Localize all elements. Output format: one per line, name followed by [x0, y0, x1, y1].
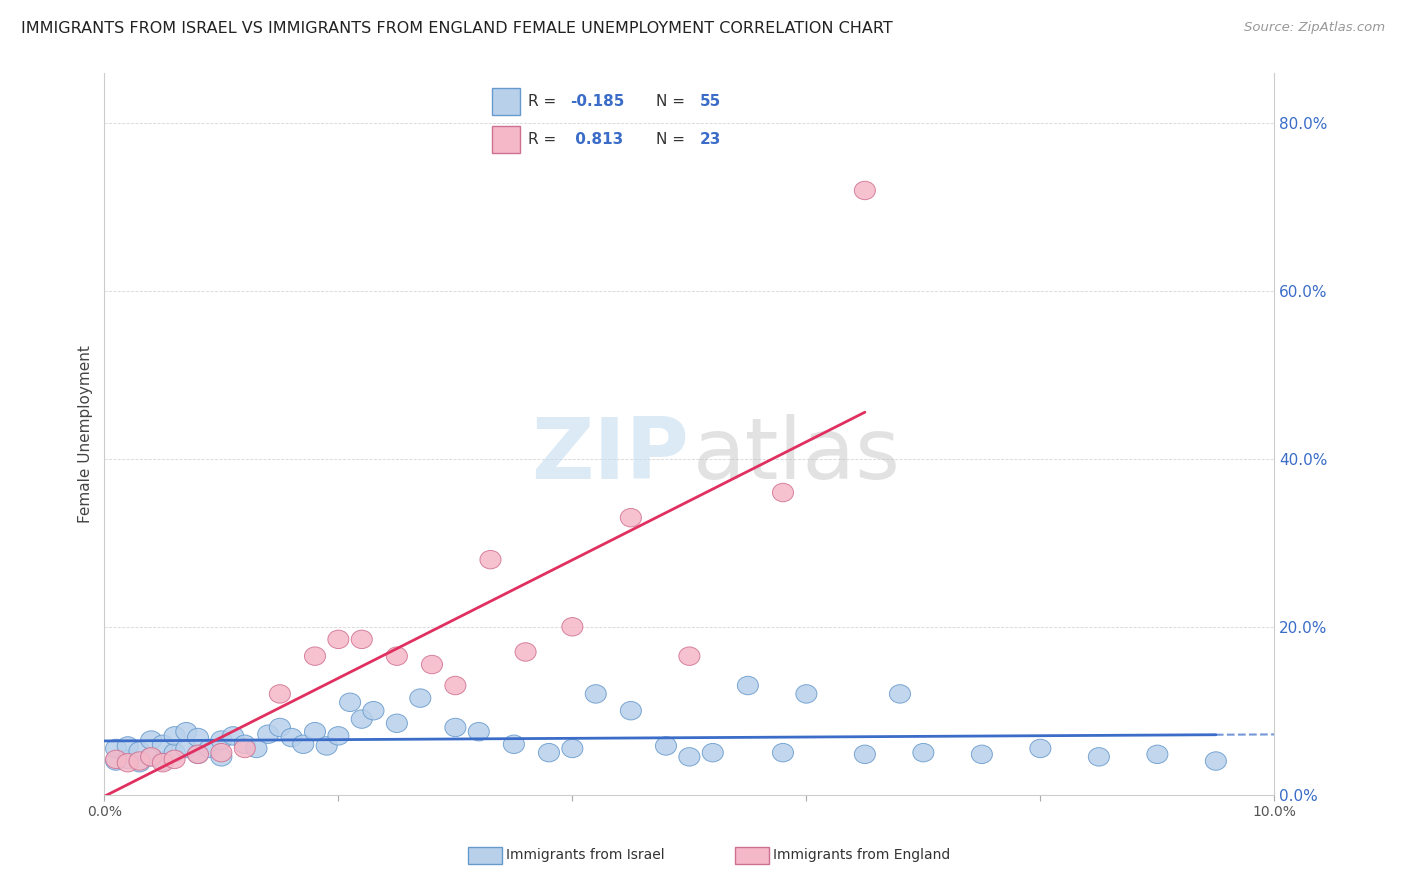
Ellipse shape — [1088, 747, 1109, 766]
Ellipse shape — [129, 754, 150, 772]
Ellipse shape — [152, 735, 173, 754]
Ellipse shape — [270, 718, 291, 737]
Ellipse shape — [105, 752, 127, 771]
Y-axis label: Female Unemployment: Female Unemployment — [79, 345, 93, 523]
Ellipse shape — [585, 685, 606, 703]
Ellipse shape — [855, 745, 876, 764]
Ellipse shape — [235, 739, 256, 757]
Ellipse shape — [387, 647, 408, 665]
Ellipse shape — [211, 743, 232, 762]
Ellipse shape — [305, 723, 326, 741]
Ellipse shape — [796, 685, 817, 703]
Ellipse shape — [352, 630, 373, 648]
Ellipse shape — [538, 743, 560, 762]
Ellipse shape — [152, 754, 173, 772]
Text: Immigrants from England: Immigrants from England — [773, 848, 950, 863]
Text: IMMIGRANTS FROM ISRAEL VS IMMIGRANTS FROM ENGLAND FEMALE UNEMPLOYMENT CORRELATIO: IMMIGRANTS FROM ISRAEL VS IMMIGRANTS FRO… — [21, 21, 893, 36]
Ellipse shape — [211, 731, 232, 749]
Ellipse shape — [1147, 745, 1168, 764]
Ellipse shape — [305, 647, 326, 665]
Ellipse shape — [235, 735, 256, 754]
Ellipse shape — [468, 723, 489, 741]
Ellipse shape — [165, 750, 186, 769]
Ellipse shape — [316, 737, 337, 756]
Ellipse shape — [246, 739, 267, 757]
Ellipse shape — [972, 745, 993, 764]
Ellipse shape — [141, 747, 162, 766]
Ellipse shape — [444, 718, 465, 737]
Ellipse shape — [105, 739, 127, 757]
Ellipse shape — [620, 701, 641, 720]
Ellipse shape — [257, 725, 278, 743]
Ellipse shape — [328, 727, 349, 745]
Ellipse shape — [912, 743, 934, 762]
Ellipse shape — [702, 743, 723, 762]
Text: Source: ZipAtlas.com: Source: ZipAtlas.com — [1244, 21, 1385, 34]
Ellipse shape — [222, 727, 243, 745]
Ellipse shape — [270, 685, 291, 703]
Ellipse shape — [187, 745, 208, 764]
Ellipse shape — [772, 743, 793, 762]
Ellipse shape — [176, 739, 197, 757]
Ellipse shape — [105, 750, 127, 769]
Ellipse shape — [165, 743, 186, 762]
Text: ZIP: ZIP — [531, 414, 689, 497]
Ellipse shape — [187, 728, 208, 747]
Ellipse shape — [620, 508, 641, 527]
Ellipse shape — [737, 676, 758, 695]
Ellipse shape — [444, 676, 465, 695]
Ellipse shape — [141, 731, 162, 749]
Ellipse shape — [503, 735, 524, 754]
Ellipse shape — [200, 739, 221, 757]
Ellipse shape — [422, 656, 443, 673]
Ellipse shape — [339, 693, 360, 712]
Ellipse shape — [292, 735, 314, 754]
Ellipse shape — [655, 737, 676, 756]
Ellipse shape — [890, 685, 911, 703]
Ellipse shape — [679, 747, 700, 766]
Ellipse shape — [363, 701, 384, 720]
Ellipse shape — [176, 723, 197, 741]
Ellipse shape — [328, 630, 349, 648]
Ellipse shape — [855, 181, 876, 200]
Ellipse shape — [352, 710, 373, 728]
Ellipse shape — [479, 550, 501, 569]
Ellipse shape — [117, 750, 138, 769]
Ellipse shape — [129, 752, 150, 771]
Ellipse shape — [187, 745, 208, 764]
Ellipse shape — [387, 714, 408, 732]
Ellipse shape — [772, 483, 793, 502]
Ellipse shape — [152, 752, 173, 771]
Ellipse shape — [679, 647, 700, 665]
Ellipse shape — [562, 739, 583, 757]
Ellipse shape — [281, 728, 302, 747]
Ellipse shape — [562, 617, 583, 636]
Ellipse shape — [141, 747, 162, 766]
Ellipse shape — [1205, 752, 1226, 771]
Ellipse shape — [409, 689, 430, 707]
Ellipse shape — [117, 754, 138, 772]
Ellipse shape — [1029, 739, 1050, 757]
Ellipse shape — [129, 742, 150, 760]
Ellipse shape — [211, 747, 232, 766]
Ellipse shape — [117, 737, 138, 756]
Text: atlas: atlas — [693, 414, 901, 497]
Ellipse shape — [165, 727, 186, 745]
Ellipse shape — [515, 643, 536, 661]
Text: Immigrants from Israel: Immigrants from Israel — [506, 848, 665, 863]
